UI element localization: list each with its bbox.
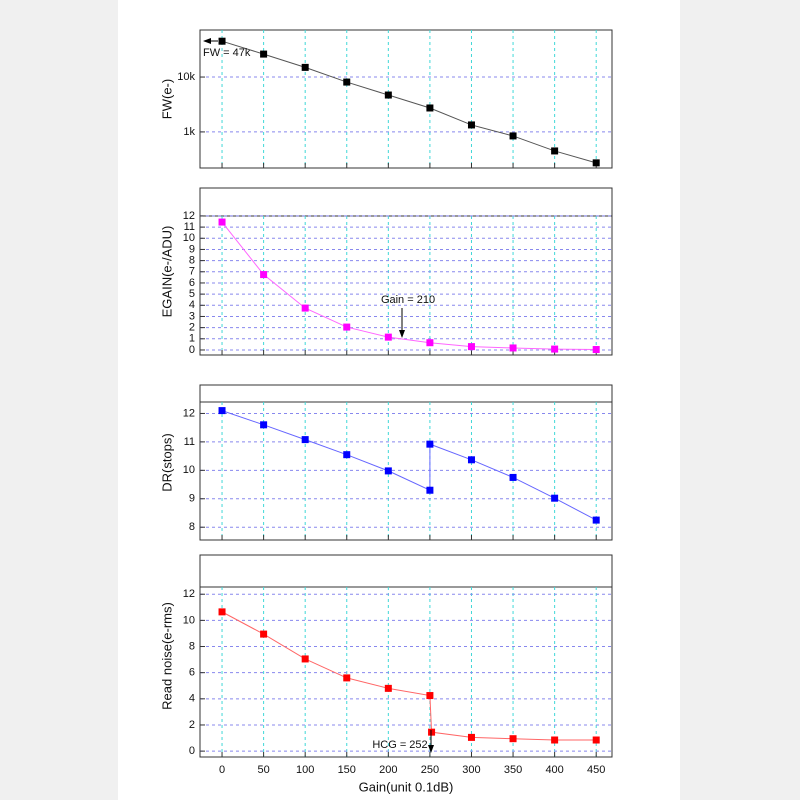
data-point xyxy=(592,159,600,167)
data-point xyxy=(218,37,226,45)
page-sheet xyxy=(118,0,680,800)
data-point xyxy=(426,339,434,347)
y-tick-label: 11 xyxy=(184,221,195,233)
annotation: Gain = 210 xyxy=(381,294,435,306)
data-point xyxy=(509,132,517,140)
data-point xyxy=(592,346,600,354)
data-point xyxy=(467,733,475,741)
y-tick-label: 6 xyxy=(189,277,195,289)
data-point xyxy=(260,630,268,638)
y-tick-label: 4 xyxy=(189,693,195,705)
x-tick-label: 100 xyxy=(296,764,314,776)
y-tick-label: 8 xyxy=(189,521,195,533)
data-point xyxy=(551,494,559,502)
y-tick-label: 6 xyxy=(189,667,195,679)
data-point xyxy=(426,104,434,112)
data-point xyxy=(384,467,392,475)
y-tick-label: 9 xyxy=(189,243,195,255)
data-point xyxy=(426,692,434,700)
data-point xyxy=(301,655,309,663)
plot-frame xyxy=(199,384,613,541)
y-tick-label: 2 xyxy=(189,719,195,731)
data-point xyxy=(384,684,392,692)
y-tick-label: 10 xyxy=(183,232,195,244)
data-point xyxy=(592,516,600,524)
y-axis-title: EGAIN(e-/ADU) xyxy=(159,226,174,318)
y-tick-label: 3 xyxy=(189,310,195,322)
data-point xyxy=(467,343,475,351)
y-tick-label: 8 xyxy=(189,640,195,652)
x-tick-label: 250 xyxy=(421,764,439,776)
series-line xyxy=(221,40,597,164)
x-tick-label: 350 xyxy=(504,764,522,776)
x-tick-label: 150 xyxy=(338,764,356,776)
data-point xyxy=(467,121,475,129)
y-tick-label: 11 xyxy=(184,436,195,448)
x-tick-label: 0 xyxy=(219,764,225,776)
y-tick-label: 2 xyxy=(189,322,195,334)
y-tick-label: 7 xyxy=(189,266,195,278)
plot-frame xyxy=(199,29,613,169)
x-axis-title: Gain(unit 0.1dB) xyxy=(359,779,454,794)
x-tick-label: 450 xyxy=(587,764,605,776)
data-point xyxy=(551,345,559,353)
y-tick-label: 10 xyxy=(183,614,195,626)
y-tick-label: 4 xyxy=(189,299,195,311)
data-point xyxy=(343,78,351,86)
y-tick-label: 9 xyxy=(189,493,195,505)
x-tick-label: 400 xyxy=(545,764,563,776)
data-point xyxy=(218,608,226,616)
data-point xyxy=(509,473,517,481)
y-tick-label: 10k xyxy=(177,71,195,83)
data-point xyxy=(551,147,559,155)
data-point xyxy=(509,735,517,743)
data-point xyxy=(426,486,434,494)
data-point xyxy=(218,407,226,415)
y-tick-label: 1k xyxy=(183,126,195,138)
series-line xyxy=(221,221,597,351)
data-point xyxy=(260,50,268,58)
data-point xyxy=(343,323,351,331)
data-point xyxy=(301,63,309,71)
data-point xyxy=(551,736,559,744)
x-tick-label: 300 xyxy=(462,764,480,776)
y-tick-label: 1 xyxy=(189,333,195,345)
data-point xyxy=(343,674,351,682)
y-tick-label: 12 xyxy=(183,588,195,600)
x-tick-label: 200 xyxy=(379,764,397,776)
data-point xyxy=(428,728,436,736)
plot-frame xyxy=(199,554,613,758)
annotation: FW = 47k xyxy=(203,47,251,59)
y-tick-label: 10 xyxy=(183,464,195,476)
y-axis-title: DR(stops) xyxy=(159,433,174,492)
data-point xyxy=(384,333,392,341)
data-point xyxy=(218,218,226,226)
data-point xyxy=(301,436,309,444)
data-point xyxy=(343,451,351,459)
y-tick-label: 5 xyxy=(189,288,195,300)
data-point xyxy=(509,344,517,352)
y-tick-label: 12 xyxy=(183,407,195,419)
data-point xyxy=(260,421,268,429)
data-point xyxy=(426,440,434,448)
data-point xyxy=(301,304,309,312)
y-tick-label: 0 xyxy=(189,745,195,757)
x-tick-label: 50 xyxy=(257,764,269,776)
y-tick-label: 12 xyxy=(183,210,195,222)
y-tick-label: 8 xyxy=(189,255,195,267)
data-point xyxy=(384,91,392,99)
y-axis-title: FW(e-) xyxy=(159,79,174,119)
y-tick-label: 0 xyxy=(189,344,195,356)
y-axis-title: Read noise(e-rms) xyxy=(159,602,174,710)
data-point xyxy=(260,271,268,279)
data-point xyxy=(592,736,600,744)
data-point xyxy=(467,456,475,464)
annotation: HCG = 252 xyxy=(372,739,427,751)
